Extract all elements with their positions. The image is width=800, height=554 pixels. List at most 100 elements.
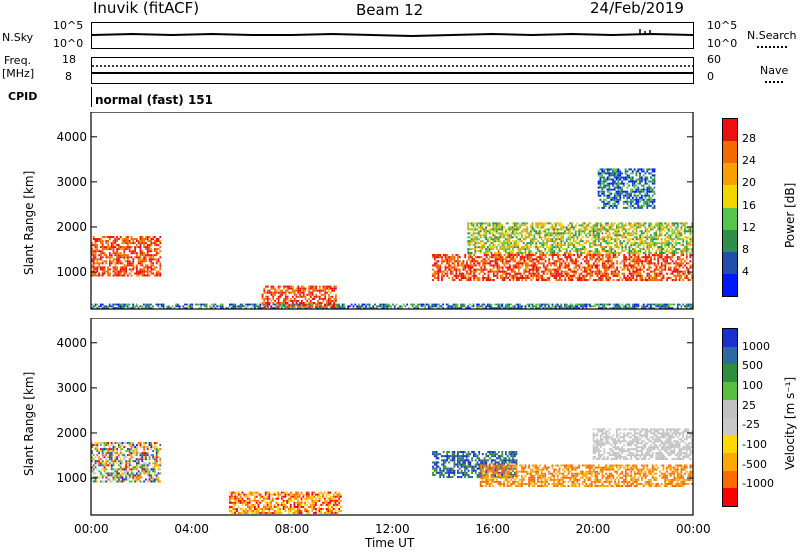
echo-cell bbox=[136, 264, 138, 267]
echo-cell bbox=[143, 242, 145, 245]
echo-cell bbox=[574, 240, 577, 243]
echo-cell bbox=[495, 246, 498, 249]
echo-cell bbox=[512, 268, 515, 271]
echo-cell bbox=[622, 200, 625, 203]
echo-cell bbox=[157, 248, 160, 251]
echo-cell bbox=[639, 224, 642, 227]
echo-cell bbox=[349, 305, 351, 308]
echo-cell bbox=[92, 236, 95, 238]
echo-cell bbox=[151, 307, 154, 309]
echo-cell bbox=[171, 305, 174, 308]
echo-cell bbox=[671, 307, 674, 309]
echo-cell bbox=[635, 188, 638, 191]
echo-cell bbox=[159, 242, 162, 245]
echo-cell bbox=[569, 232, 572, 235]
echo-cell bbox=[580, 230, 582, 233]
echo-cell bbox=[532, 258, 534, 261]
echo-cell bbox=[497, 252, 500, 254]
echo-cell bbox=[553, 230, 555, 233]
echo-cell bbox=[644, 240, 647, 243]
echo-cell bbox=[499, 242, 502, 245]
echo-cell bbox=[569, 236, 572, 239]
echo-cell bbox=[268, 303, 271, 306]
echo-cell bbox=[608, 184, 611, 187]
echo-cell bbox=[680, 258, 683, 261]
echo-cell bbox=[441, 258, 443, 261]
echo-cell bbox=[123, 270, 126, 273]
echo-cell bbox=[123, 305, 126, 308]
echo-cell bbox=[639, 188, 641, 191]
echo-cell bbox=[616, 240, 618, 243]
echo-cell bbox=[644, 236, 647, 239]
echo-cell bbox=[261, 307, 263, 309]
echo-cell bbox=[175, 305, 177, 308]
echo-cell bbox=[100, 448, 102, 451]
echo-cell bbox=[340, 305, 342, 308]
echo-cell bbox=[553, 305, 555, 308]
echo-cell bbox=[633, 228, 636, 231]
echo-cell bbox=[236, 305, 238, 308]
echo-cell bbox=[498, 256, 500, 259]
echo-cell bbox=[487, 224, 489, 227]
echo-cell bbox=[101, 242, 104, 245]
echo-cell bbox=[617, 192, 620, 195]
echo-cell bbox=[512, 230, 514, 233]
echo-cell bbox=[558, 307, 561, 309]
echo-cell bbox=[592, 252, 595, 254]
echo-cell bbox=[318, 297, 321, 300]
echo-cell bbox=[616, 230, 618, 233]
echo-cell bbox=[642, 242, 645, 245]
echo-cell bbox=[576, 250, 579, 253]
echo-cell bbox=[497, 236, 500, 239]
echo-cell bbox=[676, 224, 679, 227]
echo-cell bbox=[472, 244, 475, 247]
echo-cell bbox=[624, 176, 627, 179]
echo-cell bbox=[485, 256, 488, 259]
echo-cell bbox=[136, 468, 138, 471]
nsky-tick-top: 10^5 bbox=[53, 19, 84, 32]
echo-cell bbox=[648, 196, 650, 199]
echo-cell bbox=[583, 226, 586, 229]
echo-cell bbox=[556, 246, 559, 249]
echo-cell bbox=[119, 262, 122, 265]
echo-cell bbox=[435, 270, 438, 273]
echo-cell bbox=[229, 497, 231, 500]
echo-cell bbox=[515, 222, 518, 225]
echo-cell bbox=[112, 266, 115, 269]
echo-cell bbox=[615, 182, 618, 185]
echo-cell bbox=[598, 238, 600, 241]
echo-cell bbox=[128, 464, 131, 467]
echo-cell bbox=[623, 272, 626, 275]
echo-cell bbox=[535, 256, 538, 259]
echo-cell bbox=[105, 454, 108, 457]
echo-cell bbox=[635, 303, 638, 306]
echo-cell bbox=[286, 287, 289, 290]
echo-cell bbox=[562, 260, 565, 263]
echo-cell bbox=[597, 180, 600, 183]
echo-cell bbox=[109, 252, 111, 255]
echo-cell bbox=[537, 270, 540, 273]
echo-cell bbox=[453, 279, 456, 282]
echo-cell bbox=[646, 192, 649, 195]
echo-cell bbox=[506, 244, 509, 247]
echo-cell bbox=[650, 224, 652, 227]
echo-cell bbox=[182, 305, 185, 308]
echo-cell bbox=[562, 254, 565, 257]
echo-cell bbox=[553, 260, 556, 263]
echo-cell bbox=[127, 248, 129, 251]
echo-cell bbox=[284, 302, 287, 304]
echo-cell bbox=[116, 303, 118, 306]
echo-cell bbox=[646, 303, 649, 306]
echo-cell bbox=[615, 176, 618, 179]
echo-cell bbox=[646, 176, 649, 179]
echo-cell bbox=[506, 305, 509, 308]
echo-cell bbox=[680, 262, 683, 265]
echo-cell bbox=[621, 250, 624, 253]
echo-cell bbox=[623, 262, 626, 265]
echo-cell bbox=[467, 252, 470, 254]
echo-cell bbox=[263, 291, 266, 294]
echo-cell bbox=[513, 244, 516, 247]
echo-cell bbox=[569, 276, 572, 279]
echo-cell bbox=[494, 238, 496, 241]
echo-cell bbox=[646, 258, 649, 261]
